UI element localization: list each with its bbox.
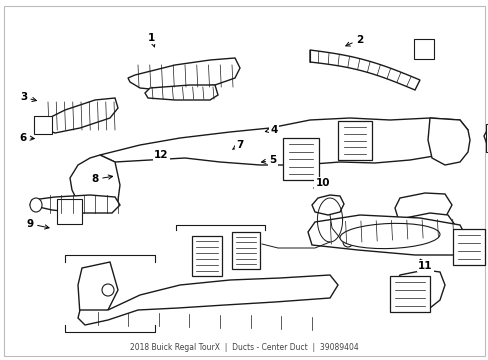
- Circle shape: [102, 284, 114, 296]
- Polygon shape: [427, 118, 469, 165]
- Polygon shape: [394, 193, 451, 222]
- Text: 3: 3: [20, 92, 36, 102]
- Polygon shape: [399, 213, 454, 242]
- Ellipse shape: [339, 224, 439, 249]
- Polygon shape: [78, 262, 118, 320]
- Text: 1: 1: [148, 33, 155, 47]
- FancyBboxPatch shape: [283, 138, 318, 180]
- Text: 4: 4: [265, 125, 277, 135]
- Text: 2018 Buick Regal TourX  |  Ducts - Center Duct  |  39089404: 2018 Buick Regal TourX | Ducts - Center …: [129, 343, 358, 352]
- FancyBboxPatch shape: [452, 229, 484, 265]
- Polygon shape: [309, 50, 419, 90]
- Polygon shape: [70, 155, 120, 210]
- Polygon shape: [393, 270, 444, 308]
- Text: 7: 7: [232, 140, 243, 150]
- Polygon shape: [78, 275, 337, 325]
- FancyBboxPatch shape: [34, 116, 52, 134]
- FancyBboxPatch shape: [57, 198, 81, 224]
- FancyBboxPatch shape: [337, 121, 371, 160]
- FancyBboxPatch shape: [231, 232, 260, 269]
- Text: 11: 11: [417, 259, 432, 271]
- Polygon shape: [30, 195, 120, 213]
- Text: 10: 10: [313, 178, 329, 188]
- Text: 5: 5: [261, 155, 276, 165]
- Polygon shape: [145, 85, 218, 100]
- Ellipse shape: [30, 198, 42, 212]
- Text: 12: 12: [154, 150, 168, 160]
- Text: 9: 9: [27, 219, 49, 229]
- Polygon shape: [40, 98, 118, 133]
- Circle shape: [342, 237, 352, 247]
- FancyBboxPatch shape: [389, 276, 429, 312]
- Polygon shape: [311, 195, 343, 215]
- Polygon shape: [128, 58, 240, 90]
- FancyBboxPatch shape: [192, 236, 222, 276]
- Polygon shape: [100, 118, 467, 165]
- Text: 2: 2: [345, 35, 362, 46]
- Text: 6: 6: [20, 132, 34, 143]
- Polygon shape: [483, 118, 488, 150]
- FancyBboxPatch shape: [413, 39, 433, 59]
- Text: 8: 8: [92, 174, 112, 184]
- FancyBboxPatch shape: [485, 123, 488, 152]
- Polygon shape: [307, 215, 467, 255]
